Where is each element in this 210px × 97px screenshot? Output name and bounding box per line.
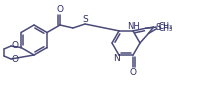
Text: NH: NH bbox=[128, 22, 140, 31]
Text: CH₃: CH₃ bbox=[159, 24, 173, 33]
Text: O: O bbox=[56, 6, 63, 14]
Text: O: O bbox=[12, 41, 18, 49]
Text: S: S bbox=[82, 16, 88, 25]
Text: O: O bbox=[130, 68, 136, 77]
Text: N: N bbox=[113, 54, 119, 63]
Text: O: O bbox=[12, 55, 18, 65]
Text: CH₃: CH₃ bbox=[159, 22, 173, 31]
Text: S: S bbox=[156, 23, 161, 32]
